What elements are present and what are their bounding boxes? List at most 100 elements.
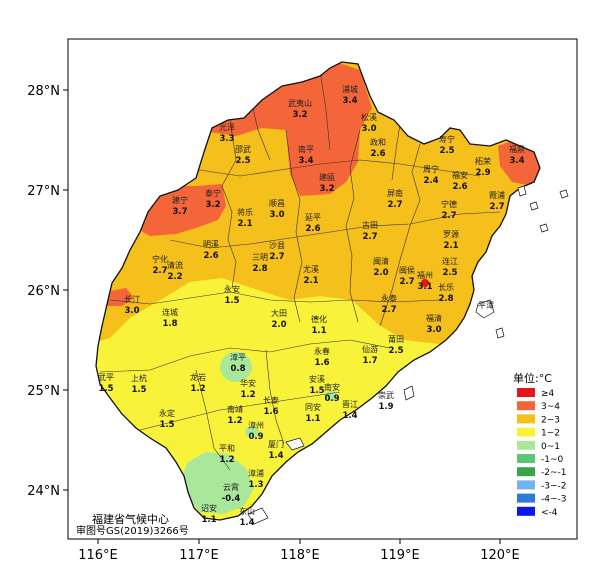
station-value: 2.7 bbox=[387, 200, 402, 210]
station-value: 1.4 bbox=[268, 451, 283, 461]
station-value: 2.5 bbox=[442, 268, 457, 278]
station-name: 明溪 bbox=[203, 239, 219, 249]
zone-0-1-south bbox=[182, 452, 254, 514]
station-name: 永定 bbox=[159, 408, 175, 418]
station-value: 2.6 bbox=[203, 251, 218, 261]
station-value: 2.4 bbox=[423, 176, 438, 186]
station-name: 平和 bbox=[219, 444, 235, 453]
island bbox=[495, 327, 505, 339]
station-value: 2.6 bbox=[452, 182, 467, 192]
station-value: 1.5 bbox=[98, 384, 113, 394]
station-46: 漳平 0.8 bbox=[230, 352, 246, 374]
lon-tick-label: 120°E bbox=[480, 548, 520, 563]
station-40: 永泰 2.7 bbox=[381, 293, 397, 315]
station-name: 云霄 bbox=[223, 483, 239, 492]
station-name: 长乐 bbox=[438, 282, 454, 292]
station-name: 长汀 bbox=[124, 294, 140, 304]
station-name: 晋江 bbox=[342, 400, 358, 409]
station-name: 周宁 bbox=[423, 164, 439, 174]
station-value: 3.7 bbox=[172, 207, 187, 217]
station-9: 寿宁 2.5 bbox=[439, 134, 455, 156]
station-name: 浦城 bbox=[342, 84, 358, 94]
station-33: 连江 2.5 bbox=[442, 256, 458, 278]
station-19: 屏南 2.7 bbox=[387, 188, 403, 210]
station-21: 宁德 2.7 bbox=[441, 199, 457, 221]
station-name: 永泰 bbox=[381, 293, 397, 303]
lat-tick-label: 28°N bbox=[27, 84, 60, 99]
station-name: 仙游 bbox=[362, 344, 378, 354]
zone-0-1-zhangping bbox=[220, 352, 252, 382]
lon-tick-label: 118°E bbox=[280, 548, 320, 563]
station-value: 2.7 bbox=[269, 252, 284, 262]
station-value: 3.4 bbox=[509, 156, 524, 166]
station-16: 将乐 2.1 bbox=[237, 207, 253, 229]
lon-tick-label: 117°E bbox=[179, 548, 219, 563]
station-name: 政和 bbox=[370, 137, 386, 147]
station-61: 厦门 1.4 bbox=[268, 439, 284, 461]
lat-tick-label: 25°N bbox=[27, 384, 60, 399]
station-value: 3.4 bbox=[342, 96, 357, 106]
station-value: 3.2 bbox=[292, 110, 307, 120]
station-name: 闽侯 bbox=[399, 266, 415, 275]
station-name: 光泽 bbox=[219, 122, 235, 132]
station-name: 福安 bbox=[452, 170, 468, 180]
station-value: 2.0 bbox=[271, 320, 286, 330]
station-value: 3.4 bbox=[298, 156, 313, 166]
station-name: 古田 bbox=[362, 220, 378, 230]
station-name: 安溪 bbox=[309, 374, 325, 384]
station-name: 崇武 bbox=[378, 390, 394, 400]
legend-label: 3~4 bbox=[541, 402, 560, 412]
station-value: 3.0 bbox=[426, 325, 441, 335]
lat-tick-label: 27°N bbox=[27, 184, 60, 199]
legend-swatch bbox=[517, 480, 535, 490]
station-name: 同安 bbox=[305, 402, 321, 412]
station-name: 建宁 bbox=[172, 195, 188, 205]
station-value: 1.1 bbox=[311, 326, 326, 336]
station-value: 2.1 bbox=[237, 219, 252, 229]
lat-tick-label: 24°N bbox=[27, 484, 60, 499]
station-name: 闽清 bbox=[373, 256, 389, 266]
lon-tick-label: 119°E bbox=[380, 548, 420, 563]
station-56: 长泰 1.6 bbox=[263, 395, 279, 417]
station-59: 漳州 0.9 bbox=[248, 420, 264, 442]
station-value: -0.4 bbox=[222, 494, 241, 504]
station-name: 霞浦 bbox=[489, 190, 505, 200]
station-value: 1.8 bbox=[162, 319, 177, 329]
station-name: 尤溪 bbox=[303, 264, 319, 274]
legend-swatch bbox=[517, 467, 535, 477]
station-value: 1.6 bbox=[314, 358, 329, 368]
station-60: 平和 1.2 bbox=[219, 444, 235, 465]
station-name: 罗源 bbox=[443, 230, 459, 239]
station-value: 2.6 bbox=[305, 224, 320, 234]
legend-label: -2~-1 bbox=[541, 468, 567, 478]
station-value: 2.5 bbox=[439, 146, 454, 156]
station-value: 0.9 bbox=[248, 432, 263, 442]
station-value: 1.5 bbox=[131, 385, 146, 395]
station-value: 1.5 bbox=[224, 296, 239, 306]
legend-label: 0~1 bbox=[541, 442, 560, 452]
station-value: 1.2 bbox=[240, 390, 255, 400]
station-value: 2.7 bbox=[399, 277, 414, 287]
station-value: 2.1 bbox=[443, 241, 458, 251]
station-value: 3.0 bbox=[361, 124, 376, 134]
station-value: 2.2 bbox=[167, 272, 182, 282]
station-name: 武平 bbox=[98, 372, 114, 382]
station-38: 大田 2.0 bbox=[271, 308, 287, 330]
station-value: 1.5 bbox=[159, 420, 174, 430]
legend-swatch bbox=[517, 493, 535, 503]
legend-label: -4~-3 bbox=[541, 495, 567, 505]
latitude-ticks: 28°N 27°N 26°N 25°N 24°N bbox=[27, 84, 68, 499]
station-30: 闽清 2.0 bbox=[373, 256, 389, 278]
island-dongshan bbox=[247, 507, 269, 525]
station-8: 建瓯 3.2 bbox=[319, 172, 335, 194]
island bbox=[403, 385, 415, 401]
station-name: 永安 bbox=[224, 284, 240, 294]
station-name: 漳浦 bbox=[248, 468, 264, 478]
station-name: 武夷山 bbox=[288, 98, 312, 108]
station-name: 邵武 bbox=[235, 144, 251, 154]
legend-label: <-4 bbox=[541, 508, 558, 518]
station-name: 寿宁 bbox=[439, 134, 455, 144]
credit-line-1: 福建省气候中心 bbox=[92, 512, 169, 526]
station-42: 平潭 bbox=[478, 301, 494, 310]
station-name: 延平 bbox=[305, 212, 321, 222]
